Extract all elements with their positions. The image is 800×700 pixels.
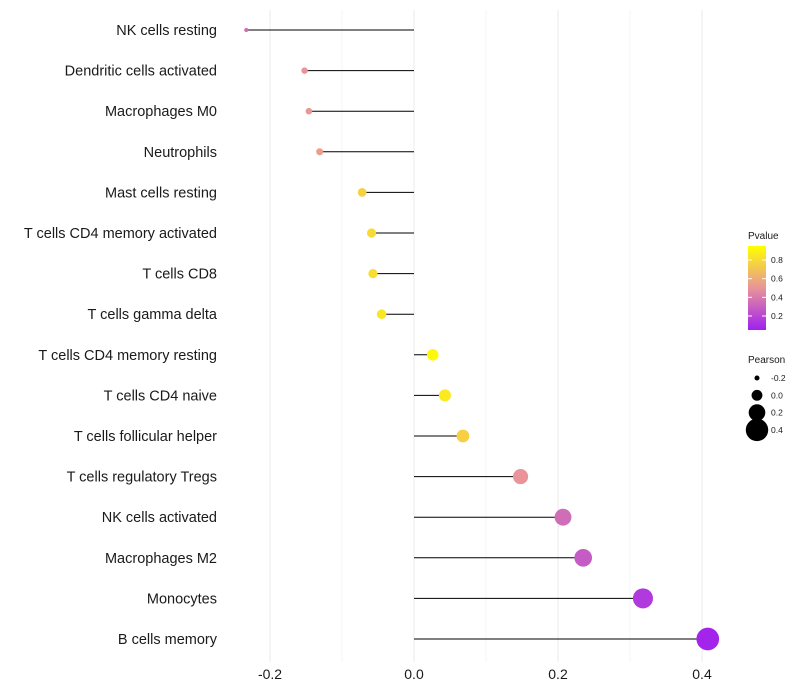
category-label: Macrophages M0 [105,104,217,120]
lollipop-point [305,107,313,115]
lollipop-point [301,67,308,74]
category-label: Mast cells resting [105,185,217,201]
lollipop-point [316,148,324,156]
lollipop-point [366,228,377,238]
legend-colorbar-label: 0.6 [771,274,783,284]
lollipop-point [244,27,249,33]
x-tick-label: -0.2 [258,666,282,682]
x-tick-label: 0.4 [692,666,712,682]
category-label: Macrophages M2 [105,551,217,567]
category-label: T cells regulatory Tregs [67,470,217,486]
category-label: Monocytes [147,591,217,607]
category-label: B cells memory [118,632,218,648]
data-marks [244,27,720,651]
category-label: Dendritic cells activated [65,64,217,80]
legend-size-point [754,375,760,381]
x-tick-label: 0.2 [548,666,568,682]
lollipop-point [512,469,529,485]
category-label: Neutrophils [144,145,217,161]
legend-colorbar [748,246,766,330]
lollipop-point [554,508,572,526]
category-label: NK cells resting [116,23,217,39]
legend-size-label: 0.0 [771,390,783,400]
lollipop-point [696,627,720,651]
x-tick-label: 0.0 [404,666,424,682]
lollipop-point [456,429,470,443]
lollipop-point [376,309,387,319]
legend-pearson: Pearson -0.2 0.0 0.2 0.4 [745,355,786,442]
category-label: NK cells activated [102,510,217,526]
category-label: T cells CD4 memory resting [38,348,217,364]
legend-size-point [745,418,769,442]
grid [269,10,703,662]
legend-size-label: 0.4 [771,425,783,435]
legend-colorbar-label: 0.8 [771,255,783,265]
category-label: T cells CD8 [142,267,217,283]
legend-size-point [748,404,766,421]
category-label: T cells CD4 naive [104,388,217,404]
lollipop-point [632,588,653,609]
legend-pvalue: Pvalue 0.8 0.6 0.4 0.2 [748,231,783,330]
category-label: T cells gamma delta [88,307,218,323]
lollipop-point [368,269,378,279]
legend-size-label: 0.2 [771,408,783,418]
legend-pvalue-title: Pvalue [748,231,779,242]
lollipop-point [426,348,439,361]
category-label: T cells follicular helper [74,429,217,445]
lollipop-point [574,548,593,567]
legend-size-label: -0.2 [771,373,786,383]
legend-size-point [751,389,763,401]
legend-colorbar-label: 0.2 [771,311,783,321]
legend-colorbar-label: 0.4 [771,292,783,302]
category-label: T cells CD4 memory activated [24,226,217,242]
lollipop-point [357,188,367,197]
lollipop-point [438,389,452,402]
legend-pearson-title: Pearson [748,355,785,366]
